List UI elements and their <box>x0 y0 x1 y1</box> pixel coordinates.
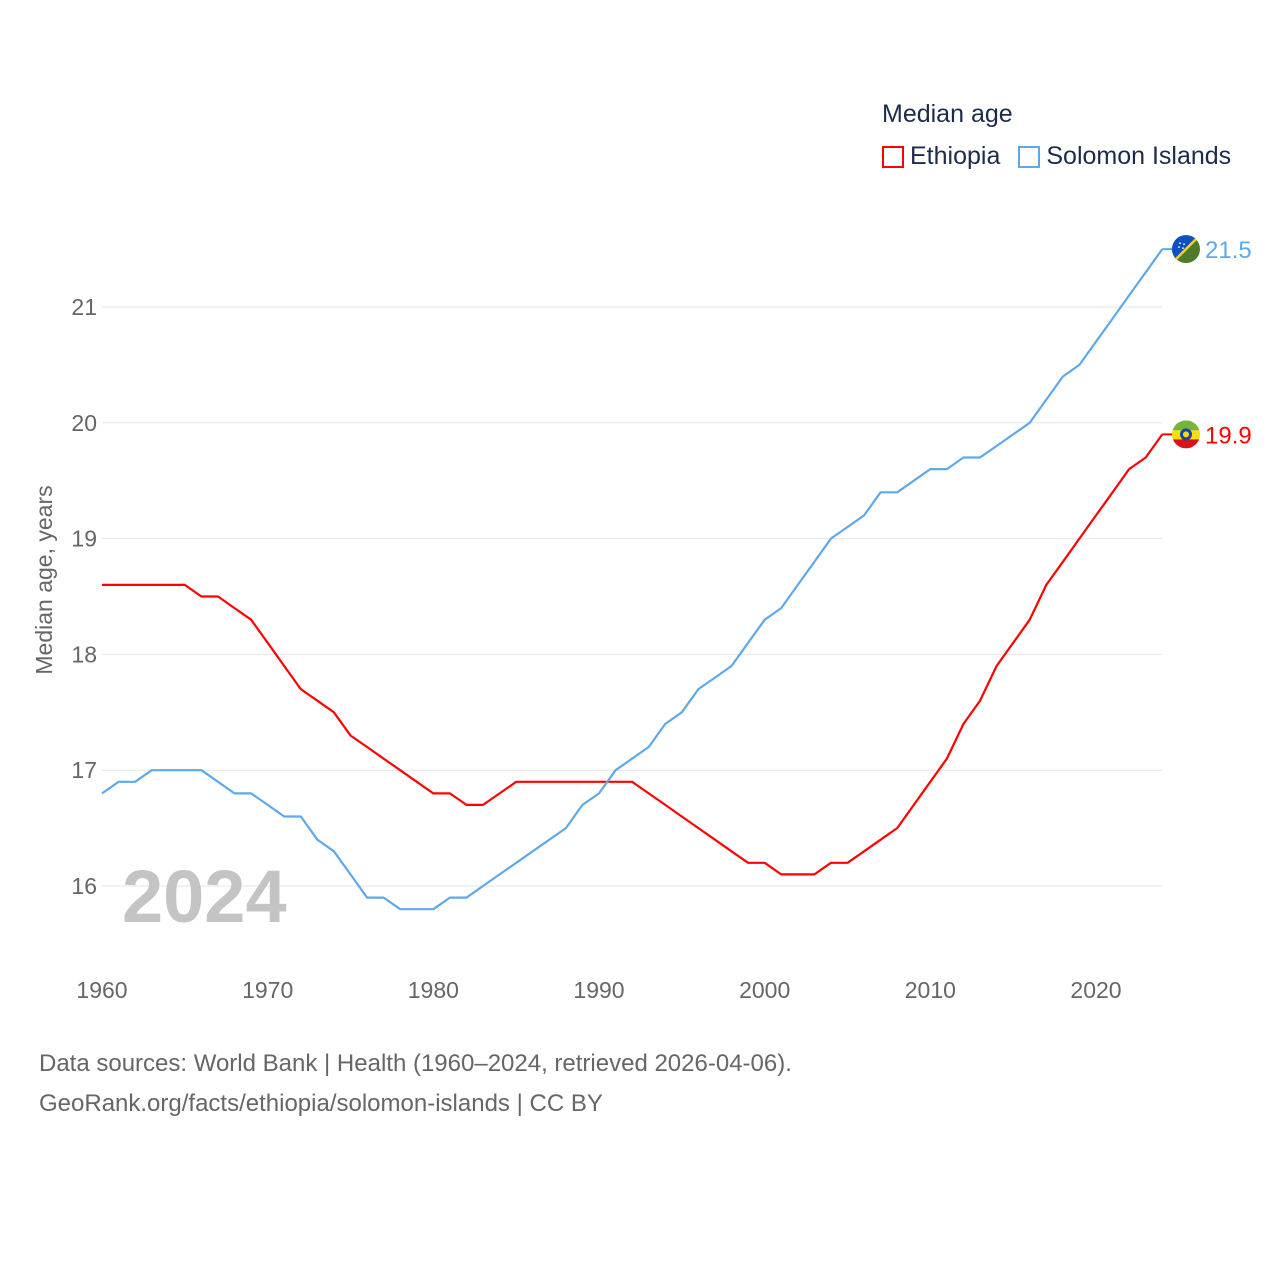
credit-link[interactable]: GeoRank.org/facts/ethiopia/solomon-islan… <box>39 1090 603 1117</box>
y-tick-label: 16 <box>71 873 97 899</box>
legend-title: Median age <box>882 100 1013 128</box>
end-value-label: 21.5 <box>1205 237 1252 264</box>
y-axis-label: Median age, years <box>31 485 57 674</box>
y-tick-label: 21 <box>71 294 97 320</box>
x-tick-label: 2020 <box>1070 977 1121 1003</box>
x-tick-label: 1970 <box>242 977 293 1003</box>
legend-swatch-solomon-islands <box>1018 145 1041 168</box>
series-line-solomon-islands <box>101 248 1164 911</box>
year-watermark: 2024 <box>122 855 287 938</box>
source-line: Data sources: World Bank | Health (1960–… <box>39 1050 792 1077</box>
series-line-ethiopia <box>102 433 1164 876</box>
legend-item-solomon-islands[interactable]: Solomon Islands <box>1018 142 1231 171</box>
ethiopia-flag-icon <box>1172 420 1200 449</box>
legend-label-solomon-islands: Solomon Islands <box>1046 142 1232 170</box>
y-tick-label: 17 <box>71 757 97 783</box>
legend-swatch-ethiopia <box>882 145 904 168</box>
legend: Ethiopia Solomon Islands <box>882 142 1231 171</box>
legend-item-ethiopia[interactable]: Ethiopia <box>882 142 1000 171</box>
solomon-islands-flag-icon <box>1172 235 1200 264</box>
x-tick-label: 2010 <box>905 977 956 1003</box>
x-tick-label: 2000 <box>739 977 790 1003</box>
legend-label-ethiopia: Ethiopia <box>910 142 1001 170</box>
source-note: Data sources: World Bank | Health (1960–… <box>39 1044 792 1124</box>
end-value-label: 19.9 <box>1205 422 1252 449</box>
x-tick-label: 1990 <box>573 977 624 1003</box>
x-tick-label: 1960 <box>76 977 127 1003</box>
x-tick-label: 1980 <box>408 977 459 1003</box>
y-tick-label: 20 <box>71 410 97 436</box>
y-tick-label: 19 <box>71 526 97 552</box>
y-tick-label: 18 <box>71 641 97 667</box>
